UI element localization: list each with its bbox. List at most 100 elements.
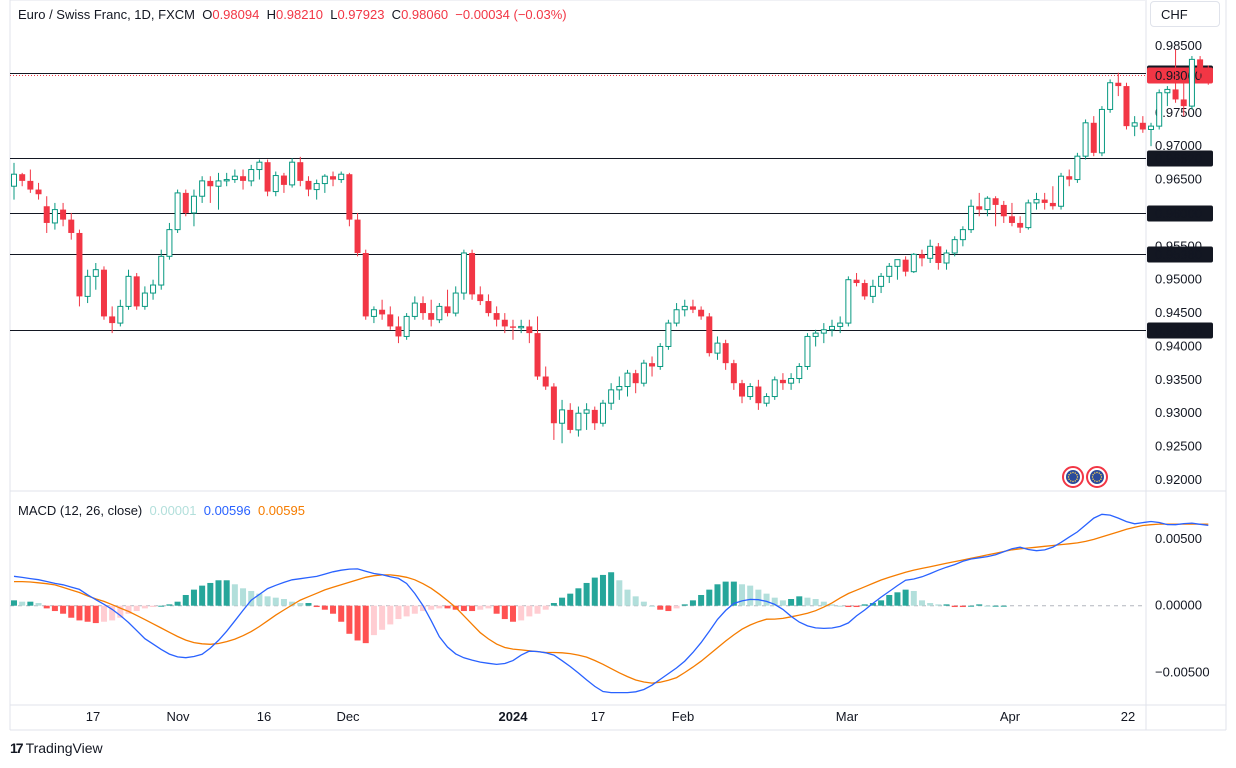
candle-body bbox=[837, 322, 844, 327]
macd-histogram-bar bbox=[182, 594, 189, 606]
macd-histogram-bar bbox=[747, 585, 754, 606]
candle bbox=[959, 226, 966, 247]
candle bbox=[256, 159, 263, 180]
close-label: C bbox=[391, 7, 402, 22]
macd-title[interactable]: MACD (12, 26, close) bbox=[18, 503, 143, 518]
candle-body bbox=[68, 219, 75, 233]
candle bbox=[902, 256, 909, 277]
eu-star bbox=[1100, 478, 1102, 480]
eu-star bbox=[1098, 472, 1100, 474]
macd-histogram-bar bbox=[436, 605, 443, 609]
macd-histogram-bar bbox=[935, 604, 942, 606]
macd-histogram-bar bbox=[469, 605, 476, 612]
eu-star bbox=[1100, 474, 1102, 476]
candle bbox=[1156, 89, 1163, 130]
candle bbox=[624, 369, 631, 397]
candle bbox=[1205, 65, 1212, 85]
candle bbox=[771, 376, 778, 400]
candle bbox=[788, 373, 795, 390]
candle bbox=[1082, 119, 1089, 160]
candle bbox=[60, 202, 67, 227]
candle-body bbox=[730, 363, 737, 384]
macd-histogram-bar bbox=[501, 605, 508, 620]
candle bbox=[420, 296, 426, 320]
high-label: H bbox=[266, 7, 276, 22]
candle bbox=[1066, 169, 1073, 187]
candle-body bbox=[125, 275, 132, 307]
macd-histogram-bar bbox=[11, 600, 17, 606]
macd-histogram-bar bbox=[125, 605, 132, 614]
macd-histogram-bar bbox=[493, 605, 500, 614]
candle-body bbox=[722, 343, 729, 364]
candle-body bbox=[550, 386, 557, 424]
macd-histogram-bar bbox=[272, 597, 279, 606]
candle bbox=[861, 279, 868, 300]
candle-body bbox=[918, 254, 925, 259]
macd-histogram-bar bbox=[420, 605, 426, 612]
macd-line bbox=[13, 513, 1209, 694]
macd-histogram-bar bbox=[681, 604, 688, 606]
candle-body bbox=[935, 246, 942, 264]
candle-body bbox=[927, 245, 934, 259]
macd-histogram-bar bbox=[927, 603, 934, 606]
candle-body bbox=[1156, 92, 1163, 127]
candle-body bbox=[976, 206, 983, 210]
macd-histogram-bar bbox=[362, 605, 369, 644]
macd-histogram-bar bbox=[796, 596, 803, 606]
macd-histogram-bar bbox=[150, 605, 157, 608]
candle bbox=[1188, 56, 1195, 110]
candle-body bbox=[1131, 122, 1138, 127]
candle bbox=[779, 373, 786, 390]
candle-body bbox=[1115, 82, 1122, 87]
open-value: 0.98094 bbox=[212, 7, 260, 22]
candle bbox=[125, 269, 132, 310]
candle-body bbox=[51, 209, 58, 224]
macd-histogram-bar bbox=[256, 593, 263, 606]
eu-star bbox=[1074, 472, 1076, 474]
currency-button[interactable]: CHF bbox=[1150, 1, 1220, 27]
candle-body bbox=[747, 386, 754, 398]
time-tick-label: Feb bbox=[672, 709, 694, 724]
candle-body bbox=[330, 176, 337, 180]
candle bbox=[1115, 72, 1122, 97]
candle-body bbox=[649, 363, 656, 367]
candle bbox=[370, 306, 377, 324]
macd-histogram-bar bbox=[60, 605, 67, 614]
tradingview-brand[interactable]: 17 TradingView bbox=[10, 740, 103, 756]
candle-body bbox=[845, 279, 852, 324]
candle-body bbox=[763, 396, 770, 404]
candle bbox=[1139, 116, 1146, 133]
level-label: 0.95380 bbox=[1155, 247, 1202, 262]
candle bbox=[739, 379, 746, 404]
candle-body bbox=[706, 316, 713, 354]
level-label-box bbox=[1147, 246, 1213, 263]
macd-histogram-bar bbox=[673, 605, 680, 609]
macd-histogram-bar bbox=[550, 603, 557, 606]
candle-body bbox=[35, 189, 42, 195]
symbol-title[interactable]: Euro / Swiss Franc, 1D, FXCM bbox=[18, 7, 195, 22]
candle bbox=[559, 399, 566, 444]
candle-body bbox=[493, 313, 500, 320]
candle-body bbox=[313, 183, 320, 191]
candle bbox=[215, 172, 222, 210]
candle-body bbox=[199, 180, 206, 197]
macd-histogram-bar bbox=[894, 592, 901, 606]
candle bbox=[730, 359, 737, 390]
macd-histogram-bar bbox=[68, 605, 75, 618]
macd-histogram-bar bbox=[976, 604, 983, 606]
macd-histogram-bar bbox=[27, 601, 34, 606]
candle-body bbox=[1107, 82, 1114, 110]
candle-body bbox=[829, 325, 835, 331]
macd-histogram-bar bbox=[812, 599, 819, 606]
candle bbox=[117, 299, 124, 327]
candle-body bbox=[526, 326, 533, 334]
candle bbox=[689, 299, 696, 314]
eu-star bbox=[1096, 471, 1098, 474]
eu-star bbox=[1092, 474, 1094, 476]
candle-body bbox=[534, 333, 541, 377]
candle bbox=[804, 333, 811, 370]
candle-body bbox=[869, 285, 876, 297]
candle-body bbox=[1017, 222, 1024, 228]
candle bbox=[1123, 82, 1130, 130]
